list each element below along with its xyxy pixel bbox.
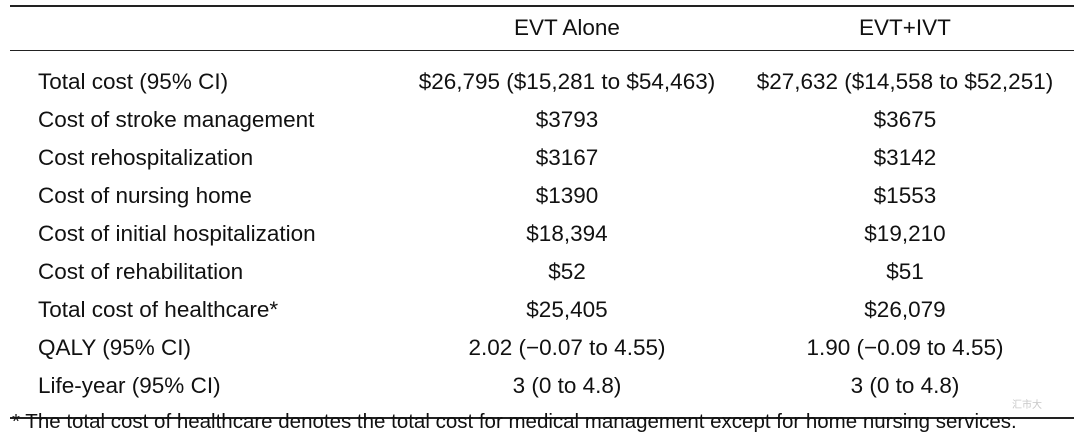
evt-alone-value: 3 (0 to 4.8) <box>512 372 622 398</box>
evt-ivt-value: $19,210 <box>864 220 946 246</box>
evt-ivt-value: $3142 <box>873 144 937 170</box>
table-row: Life-year (95% CI) 3 (0 to 4.8) 3 (0 to … <box>10 367 1074 418</box>
table-row: Cost of stroke management $3793 $3675 <box>10 101 1074 139</box>
evt-alone-value: $25,405 <box>526 296 608 322</box>
table-row: Cost of initial hospitalization $18,394 … <box>10 215 1074 253</box>
table-row: Cost rehospitalization $3167 $3142 <box>10 139 1074 177</box>
table-row: Total cost of healthcare* $25,405 $26,07… <box>10 291 1074 329</box>
watermark-text: 汇市大 <box>1012 400 1042 411</box>
row-label: Total cost (95% CI) <box>38 68 229 94</box>
evt-ivt-value: $51 <box>886 258 924 284</box>
row-label: Cost of initial hospitalization <box>38 220 316 246</box>
table-row: Cost of rehabilitation $52 $51 <box>10 253 1074 291</box>
row-label: QALY (95% CI) <box>38 334 191 360</box>
row-label: Cost of rehabilitation <box>38 258 244 284</box>
evt-alone-value: $18,394 <box>526 220 608 246</box>
evt-ivt-value: 3 (0 to 4.8) <box>850 372 960 398</box>
header-evt-ivt: EVT+IVT <box>859 15 951 41</box>
cost-effectiveness-table: EVT Alone EVT+IVT Total cost (95% CI) $2… <box>10 5 1074 419</box>
evt-alone-value: $26,795 ($15,281 to $54,463) <box>418 68 716 94</box>
evt-ivt-value: $26,079 <box>864 296 946 322</box>
evt-ivt-value: $1553 <box>873 182 937 208</box>
evt-ivt-value: $3675 <box>873 106 937 132</box>
header-evt-alone: EVT Alone <box>514 15 620 41</box>
header-empty-cell <box>10 6 398 51</box>
row-label: Life-year (95% CI) <box>38 372 221 398</box>
evt-ivt-value: 1.90 (−0.09 to 4.55) <box>806 334 1004 360</box>
table-row: Total cost (95% CI) $26,795 ($15,281 to … <box>10 51 1074 102</box>
table-row: QALY (95% CI) 2.02 (−0.07 to 4.55) 1.90 … <box>10 329 1074 367</box>
evt-alone-value: $1390 <box>535 182 599 208</box>
evt-alone-value: $3167 <box>535 144 599 170</box>
evt-alone-value: 2.02 (−0.07 to 4.55) <box>468 334 666 360</box>
evt-alone-value: $3793 <box>535 106 599 132</box>
row-label: Cost rehospitalization <box>38 144 254 170</box>
row-label: Cost of stroke management <box>38 106 315 132</box>
evt-ivt-value: $27,632 ($14,558 to $52,251) <box>756 68 1054 94</box>
cost-effectiveness-table-container: EVT Alone EVT+IVT Total cost (95% CI) $2… <box>10 5 1074 419</box>
table-row: Cost of nursing home $1390 $1553 <box>10 177 1074 215</box>
row-label: Cost of nursing home <box>38 182 252 208</box>
row-label: Total cost of healthcare* <box>38 296 279 322</box>
table-header-row: EVT Alone EVT+IVT <box>10 6 1074 51</box>
table-footnote: * The total cost of healthcare denotes t… <box>12 410 1017 433</box>
evt-alone-value: $52 <box>548 258 586 284</box>
